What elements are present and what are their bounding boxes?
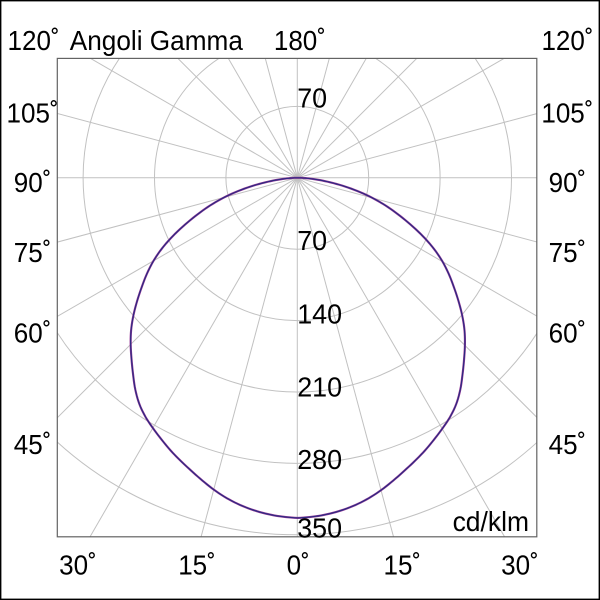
svg-text:210: 210 bbox=[297, 371, 342, 403]
svg-text:0˚: 0˚ bbox=[287, 549, 310, 580]
svg-text:90˚: 90˚ bbox=[14, 167, 52, 198]
svg-text:105˚: 105˚ bbox=[541, 98, 593, 129]
svg-text:60˚: 60˚ bbox=[14, 318, 52, 349]
svg-text:cd/klm: cd/klm bbox=[453, 505, 529, 537]
svg-text:Angoli Gamma: Angoli Gamma bbox=[70, 24, 244, 56]
svg-text:75˚: 75˚ bbox=[14, 237, 52, 268]
svg-text:120˚: 120˚ bbox=[8, 25, 60, 56]
svg-text:30˚: 30˚ bbox=[501, 549, 539, 580]
svg-text:350: 350 bbox=[297, 512, 342, 544]
svg-text:105˚: 105˚ bbox=[7, 98, 59, 129]
svg-text:90˚: 90˚ bbox=[549, 167, 587, 198]
svg-text:45˚: 45˚ bbox=[549, 429, 587, 460]
svg-text:60˚: 60˚ bbox=[549, 318, 587, 349]
svg-text:280: 280 bbox=[297, 443, 342, 475]
svg-text:70: 70 bbox=[297, 82, 327, 114]
svg-text:15˚: 15˚ bbox=[383, 549, 421, 580]
svg-text:180˚: 180˚ bbox=[274, 25, 326, 56]
svg-text:75˚: 75˚ bbox=[549, 237, 587, 268]
svg-text:15˚: 15˚ bbox=[178, 549, 216, 580]
svg-text:70: 70 bbox=[297, 224, 327, 256]
svg-text:140: 140 bbox=[297, 298, 342, 330]
svg-text:120˚: 120˚ bbox=[541, 25, 593, 56]
svg-text:45˚: 45˚ bbox=[14, 429, 52, 460]
svg-text:30˚: 30˚ bbox=[59, 549, 97, 580]
